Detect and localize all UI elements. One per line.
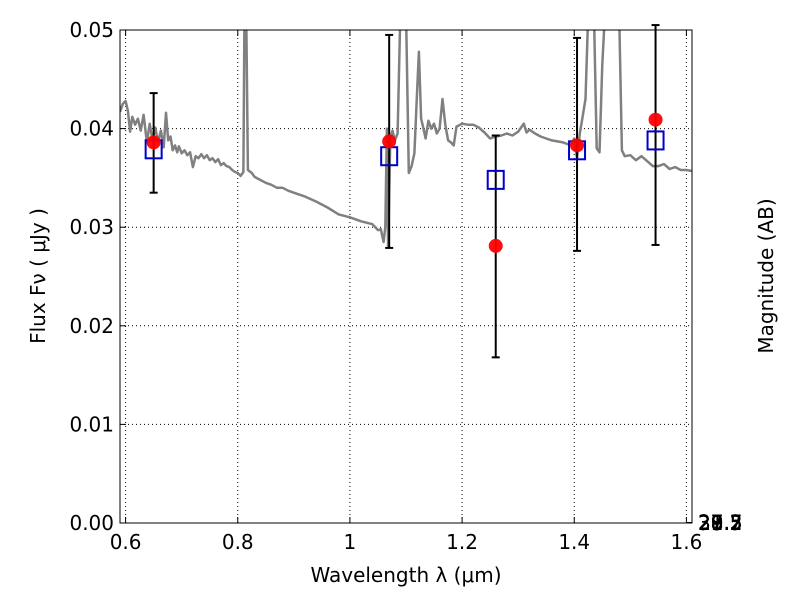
- observed-point-layer: [146, 112, 663, 253]
- y-tick-label: 0.02: [69, 314, 114, 338]
- observed-flux-point: [648, 112, 663, 127]
- right-tick-label: 28.5: [698, 511, 743, 535]
- error-bar: [651, 24, 660, 246]
- y-tick-label: 0.01: [69, 412, 114, 436]
- observed-flux-point: [146, 135, 161, 150]
- y-axis-label: Flux Fν ( μJy ): [26, 208, 50, 344]
- right-tick-label: 27.7: [698, 511, 743, 535]
- x-tick-label: 0.6: [110, 530, 142, 554]
- plot-frame: [119, 29, 693, 524]
- y-tick-label: 0.00: [69, 511, 114, 535]
- model-flux-square: [646, 130, 665, 151]
- y-tick-label: 0.03: [69, 215, 114, 239]
- right-tick-label: 31: [698, 511, 723, 535]
- model-flux-square: [486, 169, 505, 190]
- observed-flux-point: [570, 138, 585, 153]
- right-axis-label: Magnitude (AB): [754, 198, 778, 353]
- right-tick-label: 28: [698, 511, 723, 535]
- y-tick-label: 0.05: [69, 18, 114, 42]
- y-tick-label: 0.04: [69, 117, 114, 141]
- x-axis: 0.6 0.8 1 1.2 1.4 1.6: [110, 30, 702, 554]
- x-tick-label: 1.4: [558, 530, 590, 554]
- y-axis-left: 0.00 0.01 0.02 0.03 0.04 0.05: [69, 18, 126, 535]
- right-tick-label: 29: [698, 511, 723, 535]
- x-axis-label: Wavelength λ (μm): [310, 563, 501, 587]
- right-tick-label: 27.3: [698, 511, 743, 535]
- right-tick-label: 27.5: [698, 511, 743, 535]
- x-tick-label: 1: [344, 530, 357, 554]
- right-tick-label: 27.2: [698, 511, 743, 535]
- right-tick-label: 29.5: [698, 511, 743, 535]
- x-tick-label: 1.6: [670, 530, 702, 554]
- plot-area-background: [120, 30, 692, 523]
- right-tick-label: 30: [698, 511, 723, 535]
- right-tick-label: 28.2: [698, 511, 743, 535]
- x-tick-label: 0.8: [222, 530, 254, 554]
- observed-flux-point: [382, 134, 397, 149]
- x-tick-label: 1.2: [446, 530, 478, 554]
- observed-flux-point: [488, 238, 503, 253]
